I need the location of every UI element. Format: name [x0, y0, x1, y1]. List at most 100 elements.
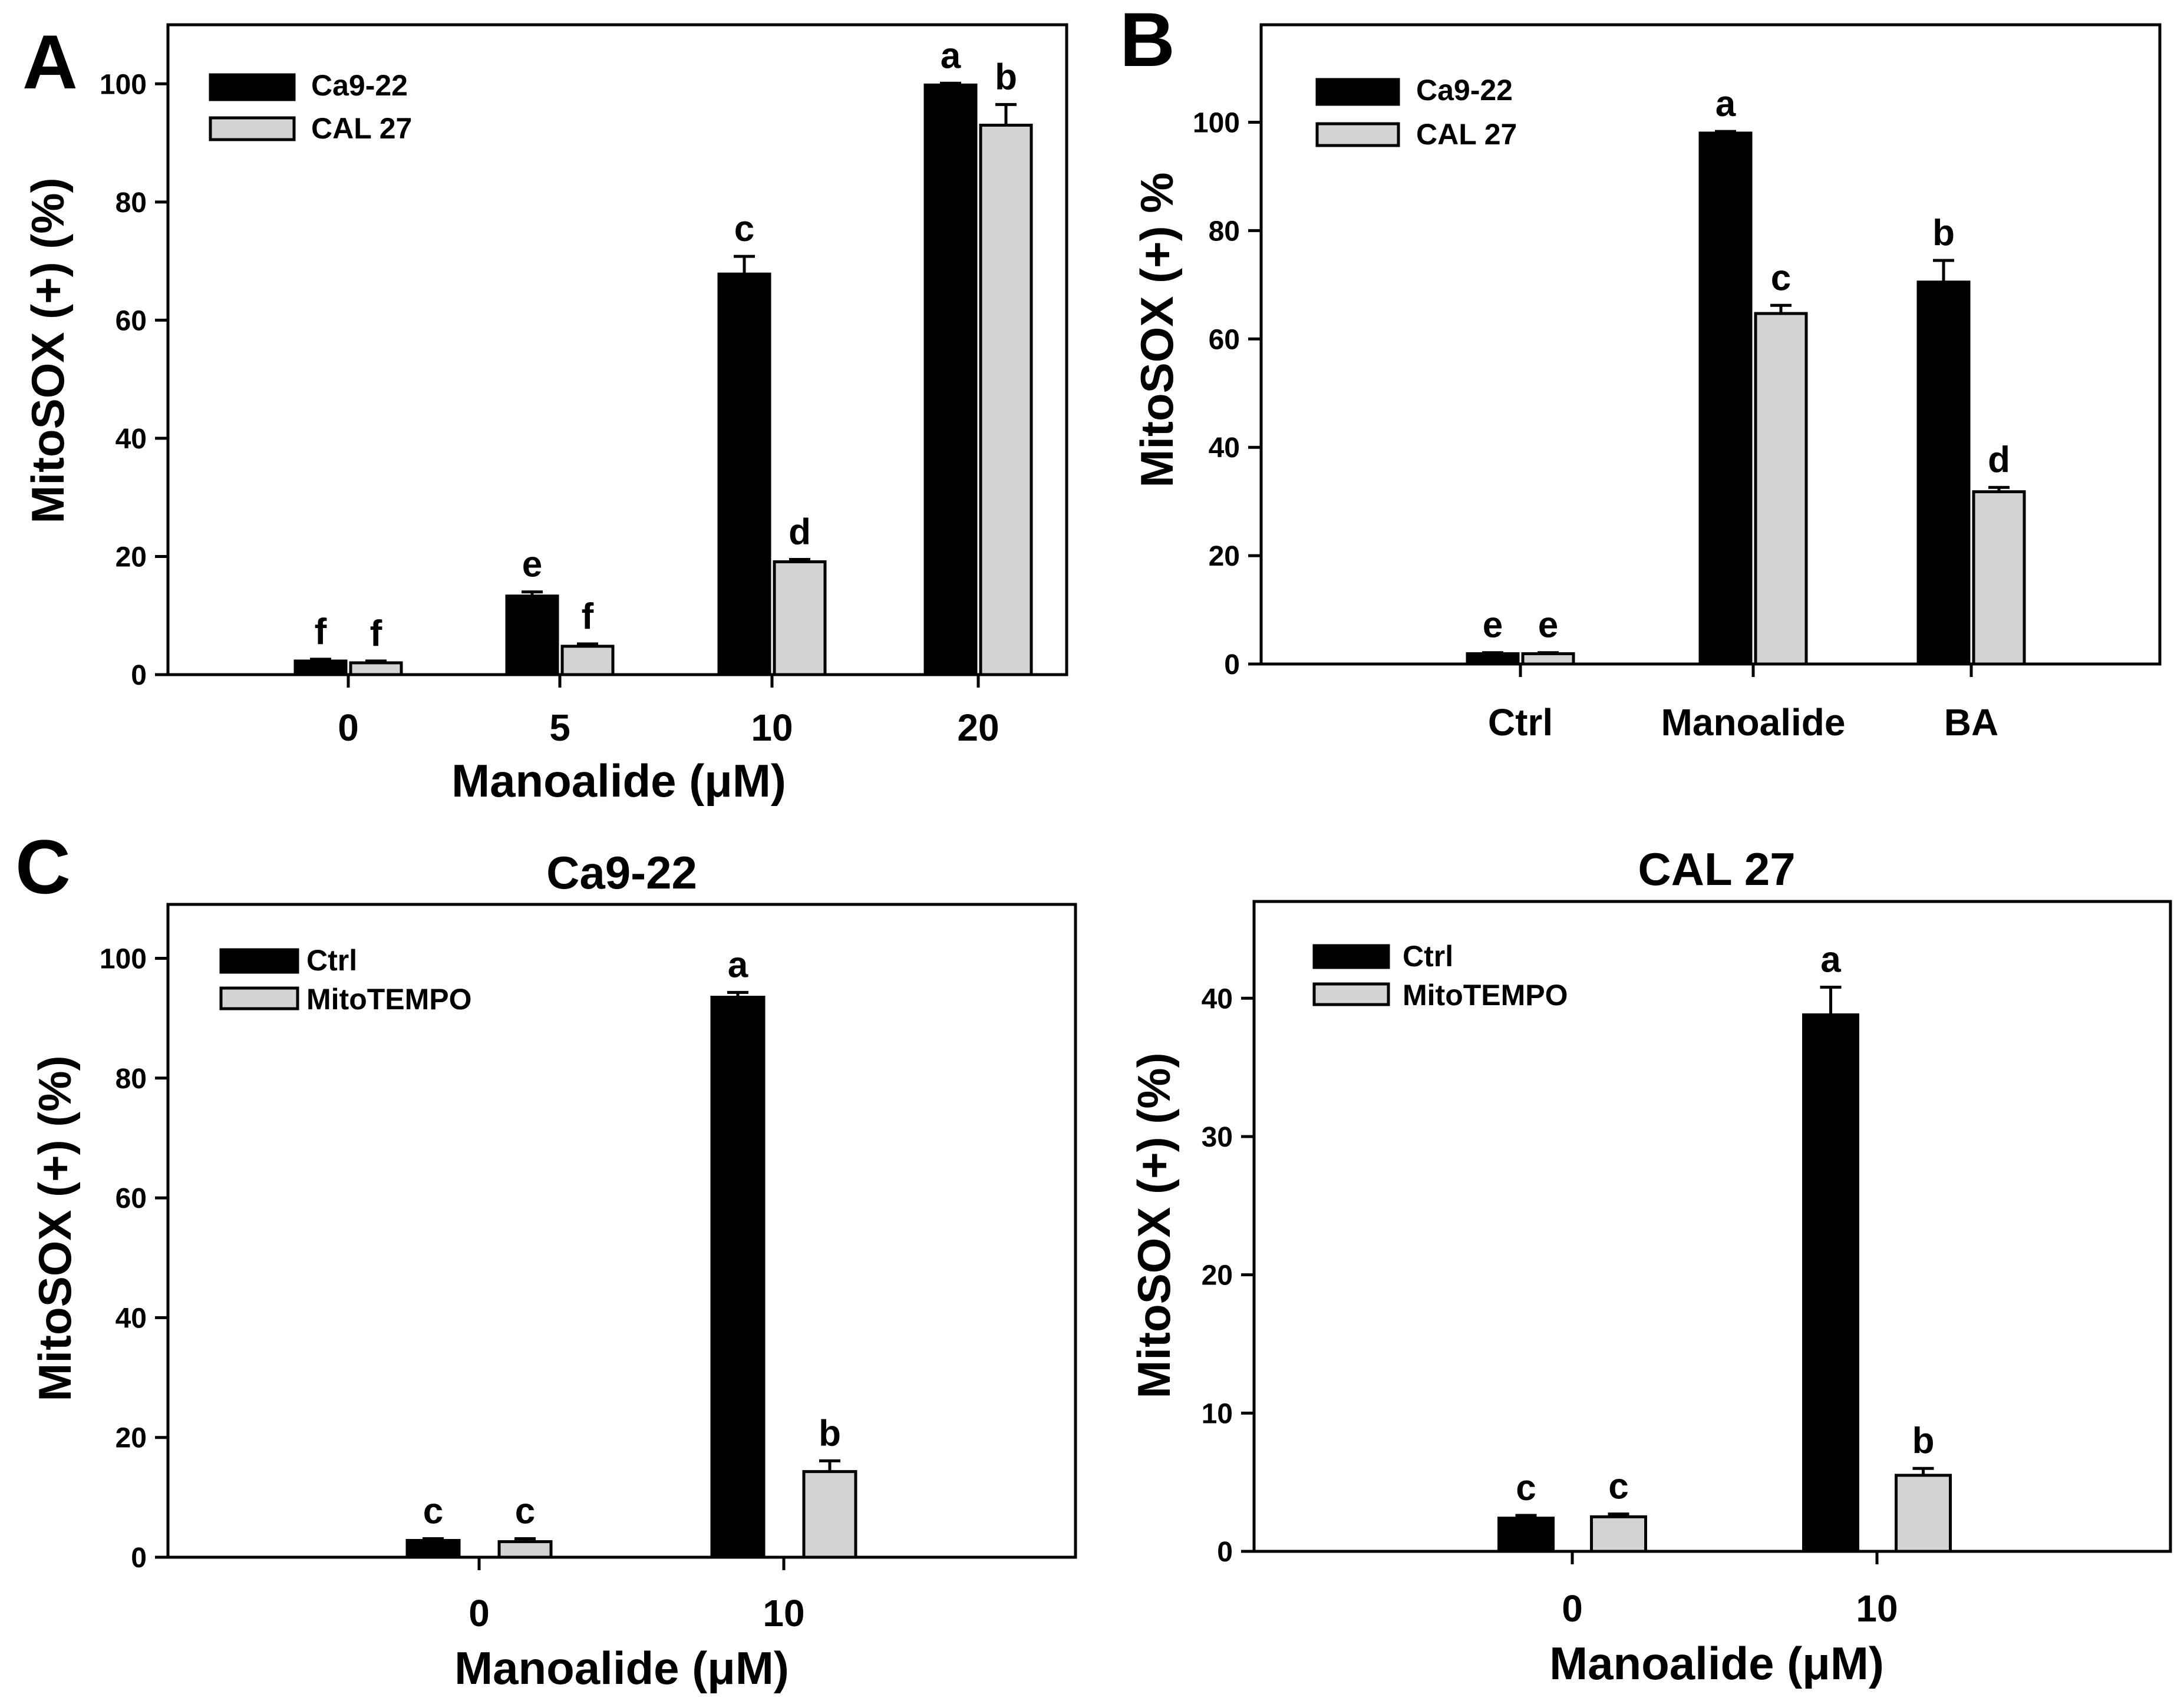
panel-b-bars: e e a c b d	[1466, 84, 2026, 666]
panel-c-ca9-22-plot-frame	[166, 903, 1077, 1559]
panel-b-bar-ca9-22-ctrl-significance-label: e	[1483, 605, 1503, 646]
panel-b-bar-cal-27-manoalide	[1754, 312, 1808, 666]
panel-b-bar-ca9-22-manoalide	[1698, 131, 1753, 666]
panel-a-x-axis: 0 5 10 20	[338, 675, 999, 749]
panel-b-legend: Ca9-22 CAL 27	[1315, 74, 1517, 151]
panel-a-bar-ca9-22-0	[293, 659, 348, 676]
panel-c1-bar-mitotempo-0	[497, 1540, 553, 1559]
panel-a-legend: Ca9-22 CAL 27	[209, 69, 412, 145]
panel-c-cal-27-title: CAL 27	[1638, 843, 1795, 895]
panel-c-ca9-22-bars: c c a b	[405, 944, 857, 1559]
panel-c1-y-tick-label-100: 100	[100, 943, 147, 975]
panel-c1-y-tick-label-80: 80	[116, 1063, 147, 1095]
panel-b-bar-ca9-22-ctrl	[1466, 652, 1520, 666]
panel-c-cal-27-y-axis: 0 10 20 30 40	[1202, 983, 1254, 1568]
panel-b-bar-ca9-22-ba	[1916, 280, 1971, 666]
panel-b-bar-ca9-22-manoalide-significance-label: a	[1715, 84, 1736, 124]
panel-c-ca9-22: C Ca9-22 0 20 40 60 80 100 c c a b 0 10 Ctrl Mito…	[15, 824, 1077, 1694]
panel-c2-bar-ctrl-0	[1497, 1517, 1555, 1553]
panel-c1-y-tick-label-60: 60	[116, 1183, 147, 1214]
legend-swatch-mitotempo	[219, 986, 299, 1010]
panel-c2-bar-ctrl-10-significance-label: a	[1820, 940, 1841, 980]
panel-c-ca9-22-y-axis: 0 20 40 60 80 100	[100, 943, 168, 1574]
legend-label-ctrl: Ctrl	[306, 944, 357, 977]
panel-c1-y-tick-label-0: 0	[131, 1543, 147, 1574]
panel-c2-x-tick-label-10: 10	[1856, 1587, 1898, 1630]
legend-swatch-ctrl	[219, 948, 299, 974]
panel-c1-y-tick-label-40: 40	[116, 1303, 147, 1334]
panel-c-cal-27: CAL 27 0 10 20 30 40 c c a b 0 10 Ctrl MitoTEMPO…	[1128, 843, 2172, 1689]
panel-a-y-tick-label-40: 40	[116, 424, 147, 455]
panel-c1-bar-mitotempo-10	[802, 1470, 857, 1559]
panel-c-cal-27-x-axis: 0 10	[1562, 1551, 1898, 1630]
panel-c2-y-tick-label-10: 10	[1202, 1398, 1233, 1429]
panel-c1-bar-ctrl-0	[405, 1539, 461, 1559]
panel-c2-y-tick-label-30: 30	[1202, 1122, 1233, 1153]
panel-b-y-tick-label-80: 80	[1209, 216, 1240, 247]
legend-label-cal-27: CAL 27	[311, 112, 412, 145]
panel-a-bar-ca9-22-5	[505, 594, 559, 676]
panel-a-bar-cal-27-20-significance-label: b	[995, 57, 1017, 97]
panel-a-bar-cal-27-10	[773, 560, 827, 676]
panel-b-letter: B	[1120, 0, 1175, 82]
panel-c-cal-27-legend: Ctrl MitoTEMPO	[1312, 940, 1568, 1012]
panel-a-bar-cal-27-10-significance-label: d	[789, 511, 811, 552]
panel-c2-y-tick-label-20: 20	[1202, 1260, 1233, 1292]
panel-a-letter: A	[22, 19, 78, 105]
panel-a-y-axis-title: MitoSOX (+) (%)	[22, 177, 74, 523]
panel-c1-bar-ctrl-10-significance-label: a	[728, 944, 748, 985]
panel-a-plot-frame	[166, 23, 1068, 676]
panel-a-bar-ca9-22-5-significance-label: e	[522, 544, 542, 585]
panel-b-y-axis-title: MitoSOX (+) %	[1131, 172, 1183, 487]
panel-c1-y-tick-label-20: 20	[116, 1423, 147, 1454]
panel-a-x-axis-title: Manoalide (μM)	[451, 755, 786, 807]
panel-c2-x-tick-label-0: 0	[1562, 1587, 1583, 1630]
panel-c1-bar-ctrl-10	[710, 996, 766, 1559]
legend-swatch-mitotempo	[1312, 982, 1390, 1006]
legend-label-ctrl: Ctrl	[1403, 940, 1453, 973]
legend-swatch-ca9-22	[1315, 78, 1400, 106]
panel-b-y-axis: 0 20 40 60 80 100	[1193, 108, 1261, 681]
legend-swatch-cal-27	[1315, 122, 1400, 147]
panel-a-bar-cal-27-0-significance-label: f	[370, 613, 382, 654]
panel-b-y-tick-label-100: 100	[1193, 108, 1240, 139]
panel-c2-bar-ctrl-10	[1802, 1013, 1859, 1553]
panel-c-ca9-22-y-axis-title: MitoSOX (+) (%)	[29, 1055, 81, 1401]
panel-c-cal-27-bars: c c a b	[1497, 940, 1952, 1553]
panel-c1-bar-ctrl-0-significance-label: c	[423, 1491, 443, 1531]
panel-a-y-axis: 0 20 40 60 80 100	[100, 69, 168, 691]
panel-b: B 0 20 40 60 80 100 e e a c b d Ctrl Manoalide BA Ca…	[1120, 0, 2162, 744]
panel-a-bar-cal-27-20	[979, 123, 1033, 676]
panel-c-cal-27-y-axis-title: MitoSOX (+) (%)	[1128, 1052, 1180, 1398]
panel-a-y-tick-label-100: 100	[100, 69, 147, 100]
panel-a-bar-ca9-22-10-significance-label: c	[734, 209, 754, 249]
panel-b-y-tick-label-20: 20	[1209, 541, 1240, 572]
legend-label-mitotempo: MitoTEMPO	[306, 983, 472, 1016]
panel-c-letter: C	[15, 824, 71, 910]
legend-swatch-ca9-22	[209, 73, 296, 101]
panel-c-ca9-22-x-axis-title: Manoalide (μM)	[454, 1642, 789, 1694]
panel-c2-bar-mitotempo-0	[1590, 1515, 1647, 1553]
panel-c1-x-tick-label-0: 0	[469, 1592, 490, 1634]
panel-c-ca9-22-title: Ca9-22	[546, 847, 697, 899]
panel-a-x-tick-label-10: 10	[751, 706, 793, 749]
panel-c-cal-27-plot-frame	[1252, 900, 2172, 1553]
panel-b-y-tick-label-0: 0	[1224, 649, 1240, 681]
panel-c2-y-tick-label-40: 40	[1202, 983, 1233, 1015]
panel-a-bar-ca9-22-20-significance-label: a	[941, 35, 961, 76]
panel-a-y-tick-label-80: 80	[116, 187, 147, 219]
panel-b-bar-cal-27-ba-significance-label: d	[1988, 440, 2010, 480]
legend-label-ca9-22: Ca9-22	[1416, 74, 1513, 107]
panel-c2-y-tick-label-0: 0	[1217, 1537, 1233, 1568]
legend-label-cal-27: CAL 27	[1416, 118, 1517, 151]
panel-b-bar-cal-27-manoalide-significance-label: c	[1771, 257, 1791, 298]
panel-b-x-tick-label-manoalide: Manoalide	[1661, 701, 1846, 744]
legend-label-ca9-22: Ca9-22	[311, 69, 408, 102]
legend-label-mitotempo: MitoTEMPO	[1403, 979, 1568, 1012]
panel-a-y-tick-label-20: 20	[116, 541, 147, 573]
panel-a-bar-cal-27-5-significance-label: f	[582, 596, 594, 637]
panel-a-bar-ca9-22-20	[923, 83, 978, 676]
